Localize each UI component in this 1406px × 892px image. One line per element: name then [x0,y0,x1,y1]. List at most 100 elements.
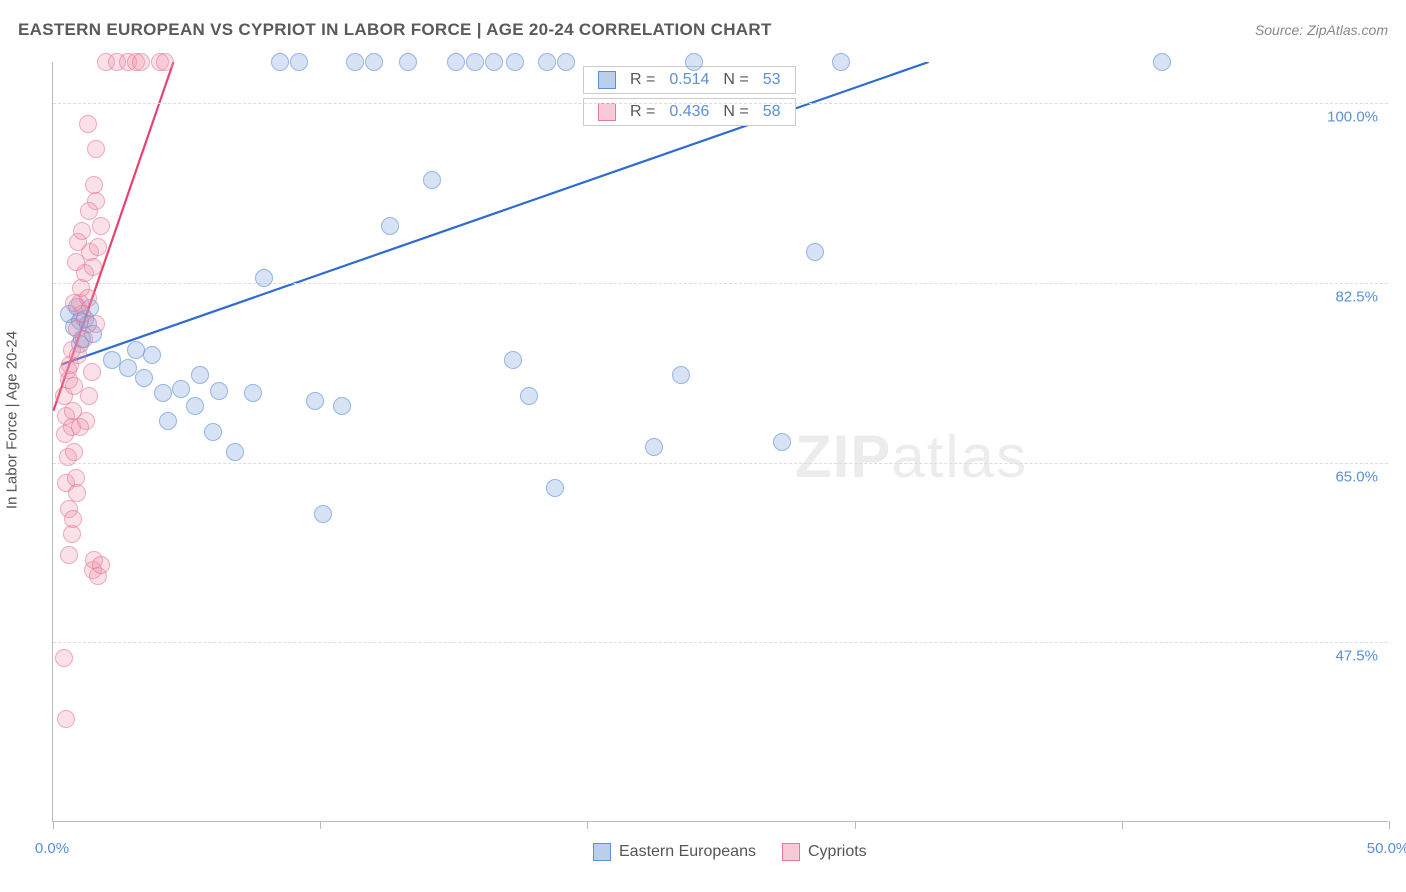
data-point [89,238,107,256]
y-tick-label: 65.0% [1335,468,1378,485]
trend-lines-layer [53,62,1388,821]
data-point [773,433,791,451]
data-point [119,359,137,377]
x-tick [1389,821,1390,829]
data-point [75,330,93,348]
data-point [156,53,174,71]
data-point [59,361,77,379]
r-label: R = [630,71,655,89]
data-point [143,346,161,364]
legend-item-1: Eastern Europeans [593,843,756,861]
data-point [186,397,204,415]
data-point [172,380,190,398]
x-tick-label: 50.0% [1367,840,1406,857]
source-attribution: Source: ZipAtlas.com [1255,22,1388,38]
trend-line [61,62,928,365]
legend-label: Eastern Europeans [619,843,756,861]
n-value: 58 [763,103,781,121]
data-point [244,384,262,402]
data-point [806,243,824,261]
data-point [485,53,503,71]
data-point [271,53,289,71]
data-point [132,53,150,71]
x-tick [1122,821,1123,829]
x-tick [53,821,54,829]
r-value: 0.514 [669,71,709,89]
gridline [53,463,1388,464]
square-icon [598,71,616,89]
data-point [504,351,522,369]
data-point [423,171,441,189]
data-point [79,115,97,133]
data-point [832,53,850,71]
data-point [69,346,87,364]
data-point [64,510,82,528]
n-label: N = [723,71,748,89]
data-point [83,363,101,381]
data-point [73,222,91,240]
data-point [67,253,85,271]
data-point [399,53,417,71]
data-point [290,53,308,71]
data-point [333,397,351,415]
data-point [65,443,83,461]
legend-label: Cypriots [808,843,867,861]
r-label: R = [630,103,655,121]
data-point [210,382,228,400]
n-value: 53 [763,71,781,89]
gridline [53,283,1388,284]
stats-box-series-1: R = 0.514 N = 53 [583,66,796,94]
data-point [546,479,564,497]
data-point [538,53,556,71]
square-icon [598,103,616,121]
data-point [71,418,89,436]
data-point [685,53,703,71]
data-point [191,366,209,384]
data-point [381,217,399,235]
gridline [53,642,1388,643]
data-point [346,53,364,71]
data-point [466,53,484,71]
n-label: N = [723,103,748,121]
data-point [80,387,98,405]
data-point [306,392,324,410]
data-point [365,53,383,71]
gridline [53,103,1388,104]
watermark-suffix: atlas [891,423,1028,490]
x-tick [587,821,588,829]
data-point [506,53,524,71]
data-point [204,423,222,441]
data-point [87,140,105,158]
data-point [85,176,103,194]
y-tick-label: 47.5% [1335,648,1378,665]
data-point [65,294,83,312]
data-point [80,202,98,220]
scatter-plot-area: ZIPatlas R = 0.514 N = 53 R = 0.436 N = … [52,62,1388,822]
data-point [57,710,75,728]
chart-title: EASTERN EUROPEAN VS CYPRIOT IN LABOR FOR… [18,20,772,40]
data-point [557,53,575,71]
data-point [60,546,78,564]
data-point [92,217,110,235]
data-point [159,412,177,430]
data-point [55,649,73,667]
data-point [314,505,332,523]
data-point [154,384,172,402]
x-tick [320,821,321,829]
data-point [447,53,465,71]
bottom-legend: Eastern Europeans Cypriots [593,843,867,861]
data-point [672,366,690,384]
data-point [226,443,244,461]
data-point [92,556,110,574]
data-point [1153,53,1171,71]
watermark: ZIPatlas [795,422,1028,491]
square-icon [782,843,800,861]
data-point [135,369,153,387]
y-tick-label: 82.5% [1335,288,1378,305]
data-point [645,438,663,456]
y-tick-label: 100.0% [1327,109,1378,126]
r-value: 0.436 [669,103,709,121]
y-axis-label: In Labor Force | Age 20-24 [4,331,21,509]
data-point [84,258,102,276]
x-tick [855,821,856,829]
